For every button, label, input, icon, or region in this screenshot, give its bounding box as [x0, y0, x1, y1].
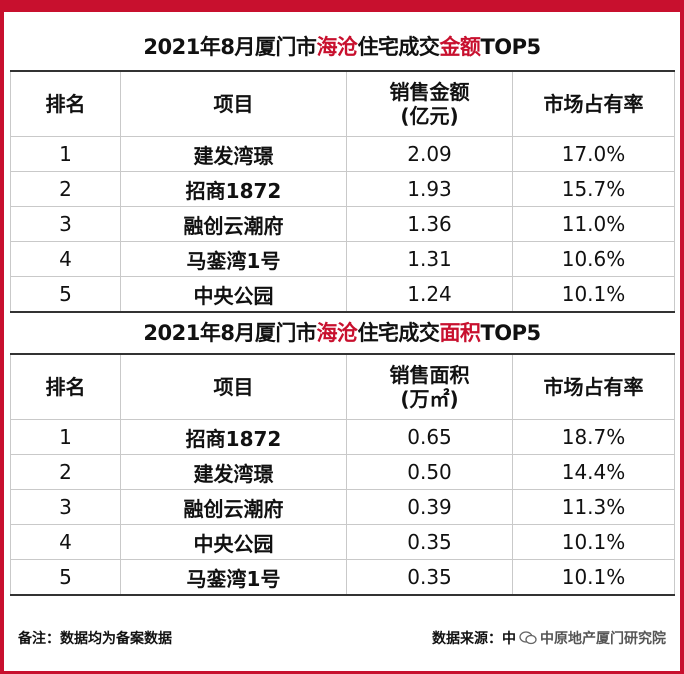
title-prefix: 2021年8月厦门市 — [143, 321, 317, 345]
project-cell: 融创云潮府 — [120, 489, 347, 525]
source-label: 数据来源：中 — [432, 631, 516, 647]
table-row: 1 招商1872 0.65 18.7% — [10, 419, 675, 455]
header-metric-line1: 销售金额 — [389, 80, 470, 104]
footer-source: 数据来源：中 中原地产厦门研究院 — [432, 628, 666, 648]
table-row: 3 融创云潮府 0.39 11.3% — [10, 489, 675, 525]
rank-cell: 1 — [10, 419, 121, 455]
rank-cell: 3 — [10, 489, 121, 525]
rank-cell: 3 — [10, 206, 121, 242]
share-cell: 10.1% — [512, 276, 675, 313]
share-cell: 14.4% — [512, 454, 675, 490]
table-row: 2 建发湾璟 0.50 14.4% — [10, 454, 675, 490]
report-content: 2021年8月厦门市海沧住宅成交金额TOP5 排名 项目 销售金额 (亿元) 市场… — [10, 24, 675, 596]
value-cell: 0.50 — [346, 454, 513, 490]
rank-cell: 5 — [10, 559, 121, 596]
title-mid: 住宅成交 — [357, 35, 440, 59]
amount-table: 排名 项目 销售金额 (亿元) 市场占有率 1 建发湾璟 2.09 17.0% 2… — [10, 70, 675, 313]
project-cell: 马銮湾1号 — [120, 559, 347, 596]
wechat-icon — [519, 631, 537, 645]
share-cell: 10.1% — [512, 559, 675, 596]
title-metric: 面积 — [439, 321, 481, 345]
project-cell: 招商1872 — [120, 419, 347, 455]
title-mid: 住宅成交 — [357, 321, 440, 345]
table-row: 4 中央公园 0.35 10.1% — [10, 524, 675, 560]
rank-cell: 2 — [10, 171, 121, 207]
share-cell: 18.7% — [512, 419, 675, 455]
share-cell: 10.6% — [512, 241, 675, 277]
rank-cell: 4 — [10, 524, 121, 560]
table-row: 3 融创云潮府 1.36 11.0% — [10, 206, 675, 242]
value-cell: 1.31 — [346, 241, 513, 277]
table-row: 5 马銮湾1号 0.35 10.1% — [10, 559, 675, 596]
source-brand: 中原地产厦门研究院 — [540, 631, 666, 647]
value-cell: 0.35 — [346, 559, 513, 596]
rank-cell: 5 — [10, 276, 121, 313]
header-metric-unit: (万㎡) — [400, 387, 459, 411]
share-cell: 11.0% — [512, 206, 675, 242]
table-header-row: 排名 项目 销售金额 (亿元) 市场占有率 — [10, 70, 675, 137]
project-cell: 中央公园 — [120, 524, 347, 560]
share-cell: 11.3% — [512, 489, 675, 525]
header-project: 项目 — [120, 70, 347, 137]
header-rank: 排名 — [10, 353, 121, 420]
amount-table-title: 2021年8月厦门市海沧住宅成交金额TOP5 — [10, 24, 674, 70]
title-district: 海沧 — [316, 321, 358, 345]
share-cell: 15.7% — [512, 171, 675, 207]
project-cell: 中央公园 — [120, 276, 347, 313]
rank-cell: 4 — [10, 241, 121, 277]
title-suffix: TOP5 — [480, 321, 541, 345]
table-row: 5 中央公园 1.24 10.1% — [10, 276, 675, 313]
header-market-share: 市场占有率 — [512, 70, 675, 137]
footer: 备注：数据均为备案数据 数据来源：中 中原地产厦门研究院 — [18, 628, 666, 652]
project-cell: 招商1872 — [120, 171, 347, 207]
table-row: 1 建发湾璟 2.09 17.0% — [10, 136, 675, 172]
rank-cell: 2 — [10, 454, 121, 490]
header-sales-amount: 销售金额 (亿元) — [346, 70, 513, 137]
area-table-title: 2021年8月厦门市海沧住宅成交面积TOP5 — [10, 313, 674, 353]
header-market-share: 市场占有率 — [512, 353, 675, 420]
area-table: 排名 项目 销售面积 (万㎡) 市场占有率 1 招商1872 0.65 18.7%… — [10, 353, 675, 596]
header-sales-area: 销售面积 (万㎡) — [346, 353, 513, 420]
project-cell: 马銮湾1号 — [120, 241, 347, 277]
header-project: 项目 — [120, 353, 347, 420]
value-cell: 0.65 — [346, 419, 513, 455]
value-cell: 0.35 — [346, 524, 513, 560]
value-cell: 1.93 — [346, 171, 513, 207]
share-cell: 10.1% — [512, 524, 675, 560]
table-row: 4 马銮湾1号 1.31 10.6% — [10, 241, 675, 277]
value-cell: 1.36 — [346, 206, 513, 242]
project-cell: 建发湾璟 — [120, 454, 347, 490]
value-cell: 1.24 — [346, 276, 513, 313]
value-cell: 0.39 — [346, 489, 513, 525]
rank-cell: 1 — [10, 136, 121, 172]
title-district: 海沧 — [316, 35, 358, 59]
table-row: 2 招商1872 1.93 15.7% — [10, 171, 675, 207]
title-metric: 金额 — [439, 35, 481, 59]
header-rank: 排名 — [10, 70, 121, 137]
footer-note: 备注：数据均为备案数据 — [18, 631, 172, 647]
header-metric-unit: (亿元) — [400, 104, 459, 128]
value-cell: 2.09 — [346, 136, 513, 172]
title-prefix: 2021年8月厦门市 — [143, 35, 317, 59]
share-cell: 17.0% — [512, 136, 675, 172]
header-metric-line1: 销售面积 — [389, 363, 470, 387]
title-suffix: TOP5 — [480, 35, 541, 59]
project-cell: 融创云潮府 — [120, 206, 347, 242]
table-header-row: 排名 项目 销售面积 (万㎡) 市场占有率 — [10, 353, 675, 420]
project-cell: 建发湾璟 — [120, 136, 347, 172]
